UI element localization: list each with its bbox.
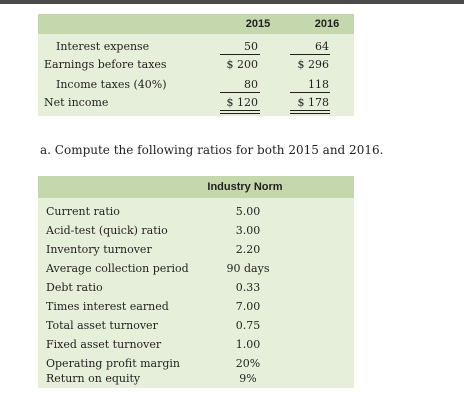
ratio-value-operating-profit-margin: 20% bbox=[235, 357, 261, 370]
ratio-value-return-on-equity: 9% bbox=[239, 372, 257, 385]
underline-2016-taxes bbox=[290, 92, 330, 93]
ratio-label-acid-test: Acid-test (quick) ratio bbox=[46, 224, 168, 237]
net-income-2015: $ 120 bbox=[226, 96, 259, 109]
income-taxes-2016: 118 bbox=[308, 78, 329, 91]
ratio-table: Industry Norm Current ratio 5.00 Acid-te… bbox=[38, 176, 354, 388]
ratio-label-current-ratio: Current ratio bbox=[46, 205, 120, 218]
ratio-label-total-asset-turnover: Total asset turnover bbox=[46, 319, 158, 332]
double-underline-2016-net bbox=[290, 110, 330, 114]
interest-expense-2016: 64 bbox=[315, 40, 329, 53]
year-2015-header: 2015 bbox=[245, 18, 271, 30]
top-bar bbox=[0, 0, 464, 4]
year-2016-header: 2016 bbox=[314, 18, 340, 30]
ratio-label-fixed-asset-turnover: Fixed asset turnover bbox=[46, 338, 162, 351]
ebt-2015: $ 200 bbox=[226, 58, 259, 71]
row-label-earnings-before-taxes: Earnings before taxes bbox=[44, 58, 167, 71]
income-statement-table: 2015 2016 Interest expense 50 64 Earning… bbox=[38, 14, 354, 116]
income-taxes-2015: 80 bbox=[244, 78, 258, 91]
row-label-net-income: Net income bbox=[44, 96, 109, 109]
ratio-label-average-collection-period: Average collection period bbox=[46, 262, 189, 275]
ratio-value-acid-test: 3.00 bbox=[235, 224, 261, 237]
underline-2016-interest bbox=[290, 54, 330, 55]
industry-norm-header: Industry Norm bbox=[207, 181, 283, 193]
double-underline-2015-net bbox=[220, 110, 260, 114]
interest-expense-2015: 50 bbox=[244, 40, 258, 53]
ratio-label-return-on-equity: Return on equity bbox=[46, 372, 141, 385]
ratio-label-operating-profit-margin: Operating profit margin bbox=[46, 357, 181, 370]
ratio-value-average-collection-period: 90 days bbox=[226, 262, 270, 275]
underline-2015-interest bbox=[220, 54, 260, 55]
ratio-value-debt-ratio: 0.33 bbox=[235, 281, 261, 294]
ratio-value-times-interest-earned: 7.00 bbox=[235, 300, 261, 313]
ratio-value-total-asset-turnover: 0.75 bbox=[235, 319, 261, 332]
underline-2015-taxes bbox=[220, 92, 260, 93]
ratio-value-fixed-asset-turnover: 1.00 bbox=[235, 338, 261, 351]
question-text: a. Compute the following ratios for both… bbox=[40, 143, 384, 157]
ratio-value-current-ratio: 5.00 bbox=[235, 205, 261, 218]
ebt-2016: $ 296 bbox=[297, 58, 330, 71]
ratio-value-inventory-turnover: 2.20 bbox=[235, 243, 261, 256]
row-label-income-taxes: Income taxes (40%) bbox=[56, 78, 167, 91]
ratio-label-times-interest-earned: Times interest earned bbox=[46, 300, 169, 313]
ratio-label-debt-ratio: Debt ratio bbox=[46, 281, 103, 294]
ratio-label-inventory-turnover: Inventory turnover bbox=[46, 243, 152, 256]
income-table-header: 2015 2016 bbox=[38, 14, 354, 34]
net-income-2016: $ 178 bbox=[297, 96, 330, 109]
ratio-table-header: Industry Norm bbox=[38, 176, 354, 198]
row-label-interest-expense: Interest expense bbox=[56, 40, 150, 53]
